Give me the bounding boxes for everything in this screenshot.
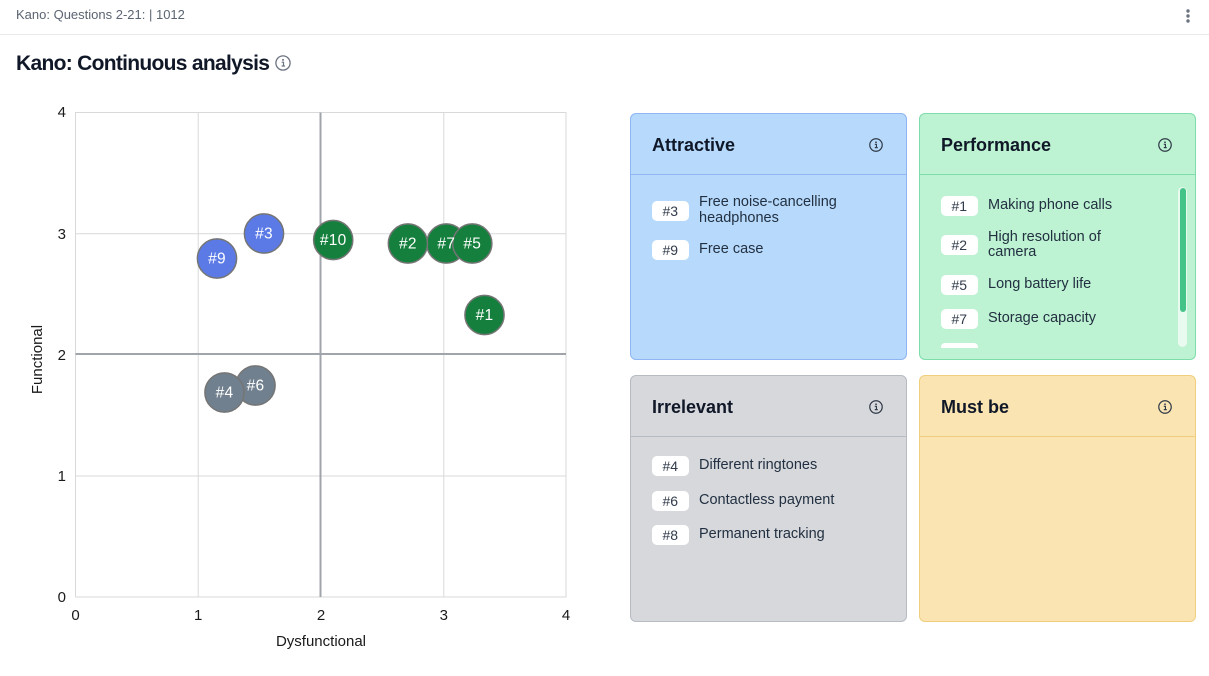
svg-text:#5: #5 (463, 235, 481, 252)
svg-text:0: 0 (71, 607, 79, 624)
svg-text:#2: #2 (399, 235, 417, 252)
svg-text:#7: #7 (437, 235, 455, 252)
svg-text:4: 4 (562, 607, 570, 624)
svg-text:3: 3 (440, 607, 448, 624)
svg-text:Dysfunctional: Dysfunctional (276, 633, 366, 650)
svg-text:#1: #1 (476, 307, 494, 324)
svg-text:Functional: Functional (29, 325, 46, 394)
svg-text:3: 3 (58, 226, 66, 243)
svg-text:1: 1 (58, 468, 66, 485)
svg-text:#3: #3 (255, 225, 273, 242)
svg-text:1: 1 (194, 607, 202, 624)
svg-text:#10: #10 (320, 232, 347, 249)
svg-text:#4: #4 (216, 384, 234, 401)
svg-text:2: 2 (58, 347, 66, 364)
svg-text:2: 2 (317, 607, 325, 624)
svg-text:4: 4 (58, 104, 66, 121)
svg-text:#6: #6 (247, 377, 265, 394)
svg-text:#9: #9 (208, 250, 226, 267)
svg-text:0: 0 (58, 589, 66, 606)
